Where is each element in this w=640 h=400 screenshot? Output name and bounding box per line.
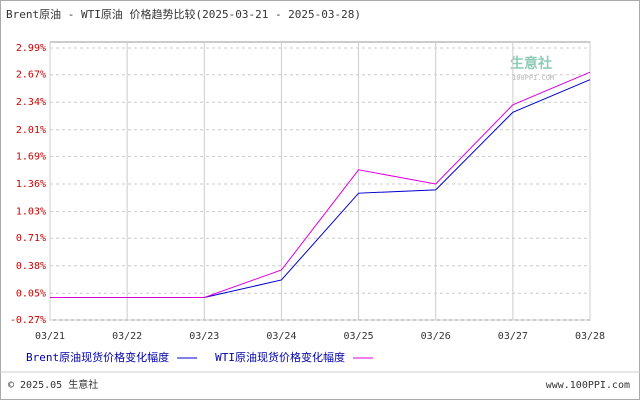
y-tick-label: 0.05% — [16, 288, 46, 299]
y-tick-label: 2.67% — [16, 70, 46, 81]
y-tick-label: -0.27% — [10, 315, 46, 326]
y-tick-label: 0.71% — [16, 233, 46, 244]
x-tick-label: 03/28 — [575, 331, 605, 342]
y-tick-label: 2.01% — [16, 125, 46, 136]
x-tick-label: 03/26 — [421, 331, 451, 342]
x-tick-label: 03/24 — [266, 331, 296, 342]
series-line — [50, 71, 591, 298]
chart-title: Brent原油 - WTI原油 价格趋势比较(2025-03-21 - 2025… — [6, 7, 361, 21]
footer-copyright: © 2025.05 生意社 — [8, 378, 98, 391]
y-tick-label: 2.99% — [16, 43, 46, 54]
y-tick-label: 1.03% — [16, 207, 46, 218]
y-tick-label: 1.69% — [16, 151, 46, 162]
watermark-site: 100PPI.COM — [512, 74, 554, 82]
x-tick-label: 03/27 — [498, 331, 528, 342]
footer-url: www.100PPI.com — [546, 380, 630, 391]
x-tick-label: 03/25 — [344, 331, 374, 342]
x-tick-label: 03/22 — [112, 331, 142, 342]
watermark-name: 生意社 — [510, 55, 552, 72]
x-tick-label: 03/23 — [189, 331, 219, 342]
x-tick-label: 03/21 — [35, 331, 65, 342]
y-tick-label: 2.34% — [16, 97, 46, 108]
y-tick-label: 0.38% — [16, 261, 46, 272]
legend-label: Brent原油现货价格变化幅度 — [26, 350, 169, 364]
y-tick-label: 1.36% — [16, 179, 46, 190]
legend-label: WTI原油现货价格变化幅度 — [215, 350, 345, 364]
